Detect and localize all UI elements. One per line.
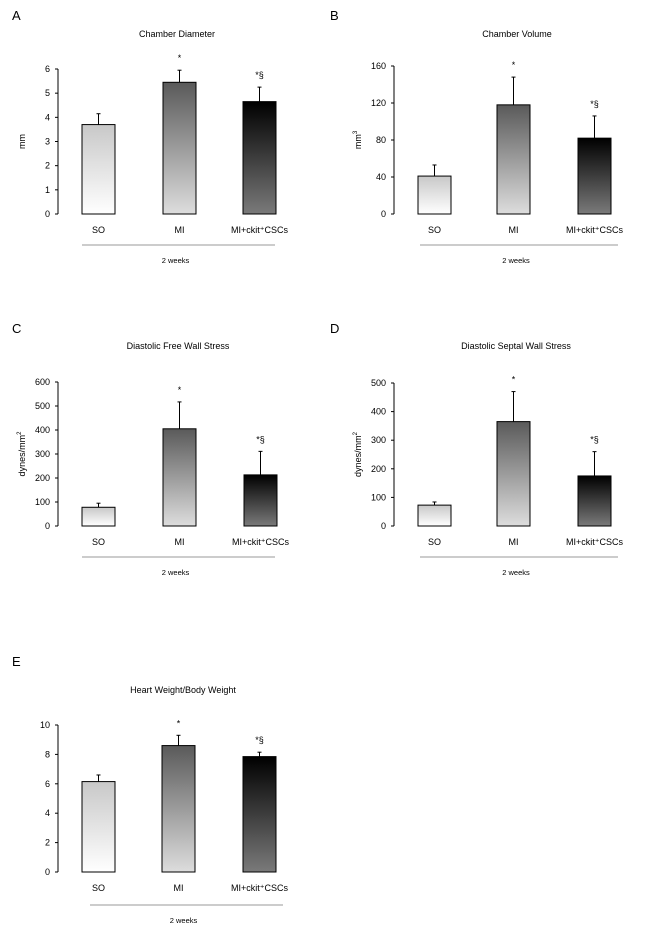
y-tick-label: 80 bbox=[376, 135, 386, 145]
y-axis-label: dynes/mm2 bbox=[353, 431, 363, 477]
significance-marker: * bbox=[512, 375, 516, 385]
significance-marker: * bbox=[178, 53, 182, 63]
significance-marker: * bbox=[512, 60, 516, 70]
panel-letter: A bbox=[12, 8, 21, 23]
bar-mi-ckit-cscs bbox=[243, 474, 278, 527]
y-tick-label: 0 bbox=[381, 209, 386, 219]
y-tick-label: 4 bbox=[45, 112, 50, 122]
y-tick-label: 2 bbox=[45, 161, 50, 171]
y-tick-label: 1 bbox=[45, 185, 50, 195]
bar-mi bbox=[496, 104, 531, 215]
category-label: MI bbox=[174, 883, 184, 893]
chart-title: Chamber Volume bbox=[482, 29, 552, 39]
chart-panel-d: D Diastolic Septal Wall Stress 0 100 200 300 4… bbox=[330, 321, 623, 577]
y-axis-label: dynes/mm2 bbox=[17, 431, 27, 477]
y-tick-label: 10 bbox=[40, 720, 50, 730]
y-tick-label: 200 bbox=[371, 464, 386, 474]
category-label: SO bbox=[92, 225, 105, 235]
bar-mi bbox=[161, 745, 196, 873]
chart-title: Heart Weight/Body Weight bbox=[130, 685, 236, 695]
bar-mi-ckit-cscs bbox=[242, 101, 277, 215]
chart-title: Diastolic Free Wall Stress bbox=[127, 341, 230, 351]
y-tick-label: 100 bbox=[35, 497, 50, 507]
category-label: MI+ckit⁺CSCs bbox=[231, 883, 289, 893]
significance-marker: *§ bbox=[255, 70, 264, 80]
y-tick-label: 0 bbox=[45, 209, 50, 219]
bar-so bbox=[417, 175, 452, 215]
chart-panel-e: E Heart Weight/Body Weight 0 2 4 6 8 10 SO * MI *§ M… bbox=[12, 654, 288, 925]
chart-panel-c: C Diastolic Free Wall Stress 0 100 200 300 400… bbox=[12, 321, 289, 577]
significance-marker: *§ bbox=[590, 435, 599, 445]
y-tick-label: 5 bbox=[45, 88, 50, 98]
category-label: MI+ckit⁺CSCs bbox=[566, 537, 624, 547]
bar-mi-ckit-cscs bbox=[242, 756, 277, 873]
category-label: MI+ckit⁺CSCs bbox=[232, 537, 290, 547]
category-label: MI+ckit⁺CSCs bbox=[566, 225, 624, 235]
y-tick-label: 8 bbox=[45, 749, 50, 759]
category-label: MI bbox=[175, 537, 185, 547]
y-tick-label: 500 bbox=[371, 378, 386, 388]
x-axis-group-label: 2 weeks bbox=[162, 256, 190, 265]
y-tick-label: 500 bbox=[35, 401, 50, 411]
y-tick-label: 120 bbox=[371, 98, 386, 108]
y-axis-label: mm bbox=[17, 134, 27, 149]
significance-marker: *§ bbox=[255, 735, 264, 745]
y-tick-label: 400 bbox=[35, 425, 50, 435]
panel-letter: E bbox=[12, 654, 21, 669]
bar-so bbox=[81, 124, 116, 215]
y-tick-label: 4 bbox=[45, 808, 50, 818]
bar-so bbox=[81, 506, 116, 527]
panel-letter: D bbox=[330, 321, 339, 336]
y-tick-label: 40 bbox=[376, 172, 386, 182]
category-label: SO bbox=[428, 225, 441, 235]
category-label: SO bbox=[92, 537, 105, 547]
category-label: MI bbox=[509, 537, 519, 547]
significance-marker: * bbox=[177, 718, 181, 728]
y-tick-label: 600 bbox=[35, 377, 50, 387]
bar-mi bbox=[162, 428, 197, 527]
y-tick-label: 300 bbox=[35, 449, 50, 459]
x-axis-group-label: 2 weeks bbox=[502, 256, 530, 265]
chart-panel-b: B Chamber Volume 0 40 80 120 160 mm3 SO * MI *§ MI+c… bbox=[330, 8, 623, 265]
y-tick-label: 0 bbox=[45, 521, 50, 531]
chart-panel-a: A Chamber Diameter 0 1 2 3 4 5 6 mm SO * MI *§ MI+ckit… bbox=[12, 8, 288, 265]
chart-title: Chamber Diameter bbox=[139, 29, 215, 39]
bar-mi-ckit-cscs bbox=[577, 475, 612, 527]
y-tick-label: 6 bbox=[45, 779, 50, 789]
y-tick-label: 0 bbox=[45, 867, 50, 877]
y-tick-label: 6 bbox=[45, 64, 50, 74]
y-axis-label: mm3 bbox=[353, 130, 363, 149]
bar-mi bbox=[162, 81, 197, 215]
y-tick-label: 400 bbox=[371, 407, 386, 417]
panel-letter: C bbox=[12, 321, 21, 336]
x-axis-group-label: 2 weeks bbox=[162, 568, 190, 577]
y-tick-label: 100 bbox=[371, 492, 386, 502]
bar-so bbox=[417, 504, 452, 527]
y-tick-label: 0 bbox=[381, 521, 386, 531]
panel-letter: B bbox=[330, 8, 339, 23]
category-label: MI+ckit⁺CSCs bbox=[231, 225, 289, 235]
y-tick-label: 160 bbox=[371, 61, 386, 71]
bar-so bbox=[81, 781, 116, 873]
significance-marker: *§ bbox=[256, 434, 265, 444]
category-label: MI bbox=[509, 225, 519, 235]
y-tick-label: 300 bbox=[371, 435, 386, 445]
category-label: MI bbox=[175, 225, 185, 235]
y-tick-label: 2 bbox=[45, 838, 50, 848]
bar-mi bbox=[496, 421, 531, 527]
chart-title: Diastolic Septal Wall Stress bbox=[461, 341, 571, 351]
bar-mi-ckit-cscs bbox=[577, 137, 612, 215]
category-label: SO bbox=[92, 883, 105, 893]
y-tick-label: 3 bbox=[45, 137, 50, 147]
x-axis-group-label: 2 weeks bbox=[502, 568, 530, 577]
category-label: SO bbox=[428, 537, 441, 547]
significance-marker: *§ bbox=[590, 99, 599, 109]
y-tick-label: 200 bbox=[35, 473, 50, 483]
x-axis-group-label: 2 weeks bbox=[170, 916, 198, 925]
significance-marker: * bbox=[178, 385, 182, 395]
